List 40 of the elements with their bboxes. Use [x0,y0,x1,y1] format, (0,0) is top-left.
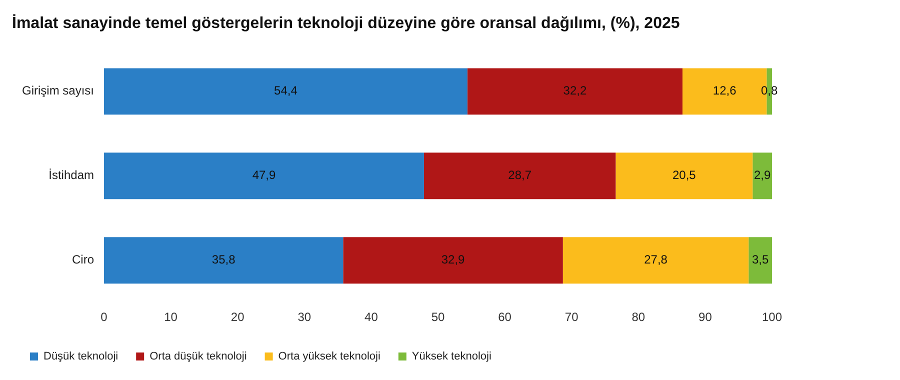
x-tick-label: 40 [364,310,378,324]
x-tick-label: 10 [164,310,178,324]
legend-label: Düşük teknoloji [44,350,118,363]
data-label: 47,9 [252,168,276,182]
x-tick-label: 20 [230,310,245,324]
bar [616,152,753,200]
bar [467,68,682,115]
bar [104,68,468,115]
data-label: 2,9 [754,168,771,182]
data-label: 27,8 [644,252,668,267]
bar [343,237,563,284]
data-label: 32,9 [441,252,466,267]
bar [562,237,749,284]
data-label: 20,5 [672,168,696,182]
x-tick-label: 90 [698,310,712,324]
x-tick-label: 80 [632,310,646,324]
x-tick-label: 50 [431,310,445,324]
x-tick-label: 100 [762,310,782,324]
legend-label: Yüksek teknoloji [412,350,492,363]
x-tick-label: 30 [298,310,312,324]
data-label: 12,6 [712,84,737,98]
y-tick-label: Girişim sayısı [22,84,94,98]
bar [424,152,616,200]
data-label: 28,7 [508,168,532,182]
chart-title: İmalat sanayinde temel göstergelerin teknoloji düzeyine göre oransal dağılımı, (%), 2025 [12,14,680,32]
bar [104,237,344,284]
bar [748,237,772,284]
y-tick-label: İstihdam [48,168,94,182]
data-label: 3,5 [752,252,769,267]
bar [752,152,772,200]
data-label: 35,8 [212,252,236,267]
x-tick-label: 60 [498,310,512,324]
legend-label: Orta düşük teknoloji [150,350,247,363]
y-tick-label: Ciro [72,252,94,267]
bar [104,152,424,200]
data-label: 32,2 [563,84,587,98]
x-tick-label: 70 [564,310,579,324]
x-tick-label: 0 [100,310,108,324]
data-label: 54,4 [274,84,298,98]
legend-label: Orta yüksek teknoloji [278,350,380,363]
